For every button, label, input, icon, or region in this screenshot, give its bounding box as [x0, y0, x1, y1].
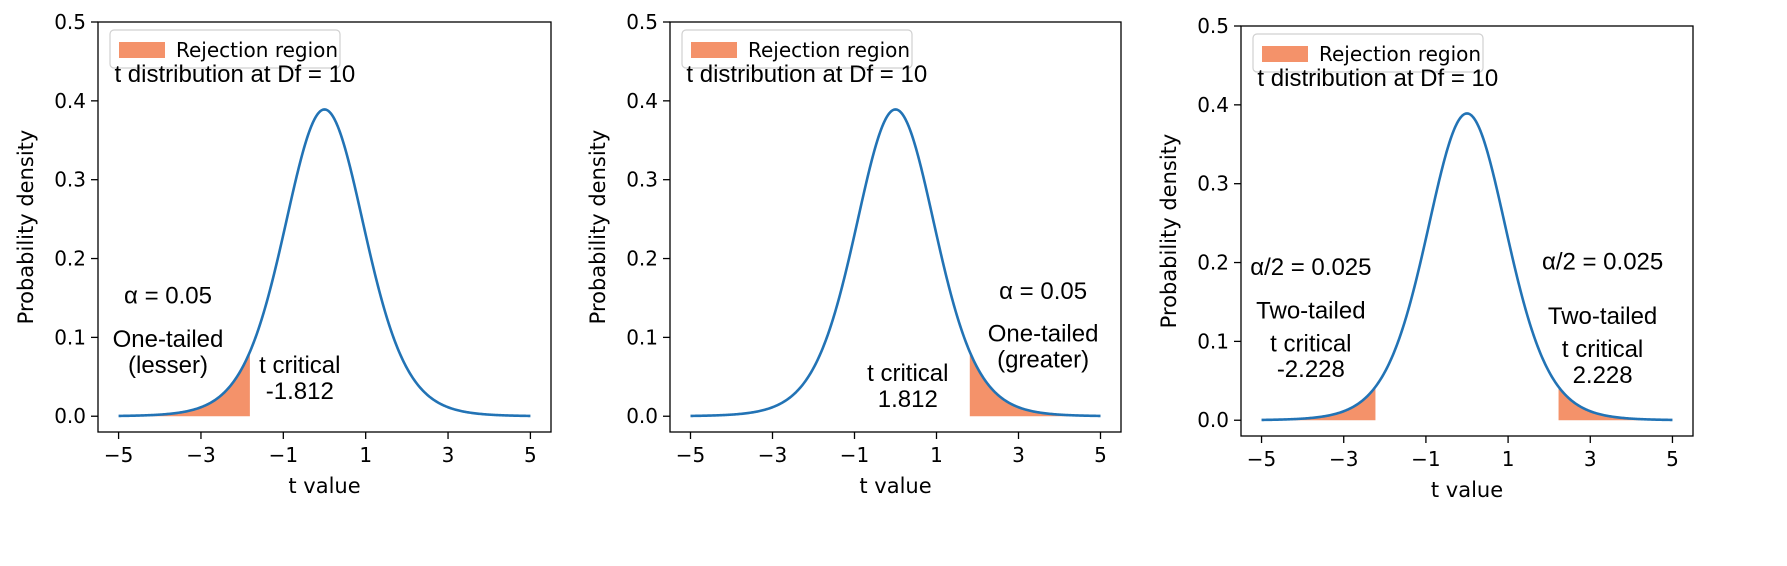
- y-tick-label: 0.3: [54, 168, 86, 192]
- annotation-text: One-tailed: [988, 320, 1099, 347]
- y-axis-label: Probability density: [586, 130, 610, 325]
- axes-frame: [97, 21, 552, 433]
- rejection-region-area: [1558, 386, 1673, 421]
- legend-swatch: [691, 42, 737, 58]
- y-tick-label: 0.3: [1197, 172, 1229, 196]
- annotation-text: t critical: [867, 360, 948, 387]
- y-tick-label: 0.1: [54, 325, 86, 349]
- x-tick-label: −3: [758, 443, 787, 467]
- chart-subtitle-annotation: t distribution at Df = 10: [686, 61, 927, 88]
- y-tick-label: 0.1: [1197, 329, 1229, 353]
- annotation-text: One-tailed: [113, 326, 224, 353]
- x-tick-label: 3: [1584, 447, 1597, 471]
- annotation-text: Two-tailed: [1256, 298, 1365, 325]
- density-curve: [118, 108, 531, 418]
- density-curve: [1261, 112, 1673, 422]
- y-tick-label: 0.1: [626, 325, 658, 349]
- x-tick-label: 5: [1094, 443, 1107, 467]
- y-tick-label: 0.5: [1197, 14, 1229, 38]
- rejection-region-area: [1261, 386, 1376, 421]
- annotation-text: 1.812: [878, 386, 938, 413]
- annotation-text: t critical: [1270, 331, 1351, 358]
- annotation-text: t critical: [1562, 336, 1643, 363]
- annotation-text: -2.228: [1277, 356, 1345, 383]
- y-tick-label: 0.0: [1197, 408, 1229, 432]
- x-tick-label: −3: [1329, 447, 1358, 471]
- x-tick-label: 5: [524, 443, 537, 467]
- x-axis-label: t value: [288, 474, 360, 498]
- annotation-text: 2.228: [1573, 362, 1633, 389]
- legend-label: Rejection region: [1319, 42, 1481, 66]
- legend-label: Rejection region: [176, 38, 338, 62]
- y-tick-label: 0.5: [54, 10, 86, 34]
- x-tick-label: 5: [1666, 447, 1679, 471]
- x-tick-label: −5: [1247, 447, 1276, 471]
- chart-panel-2: −5 −3 −1 1 3 5 0.0 0.1 0.2 0.3 0.4 0.5 t value Probab…: [586, 10, 1122, 498]
- x-tick-label: 1: [1502, 447, 1515, 471]
- annotation-text: t critical: [259, 352, 340, 379]
- annotation-text: -1.812: [266, 378, 334, 405]
- annotation-text: α = 0.05: [124, 282, 212, 309]
- y-tick-label: 0.2: [626, 247, 658, 271]
- axes-frame: [1240, 25, 1694, 437]
- y-tick-label: 0.4: [1197, 93, 1229, 117]
- chart-panel-3: −5 −3 −1 1 3 5 0.0 0.1 0.2 0.3 0.4 0.5 t value Probab…: [1157, 14, 1694, 502]
- annotation-text: α = 0.05: [999, 278, 1087, 305]
- x-tick-label: −1: [1411, 447, 1440, 471]
- legend-box: [681, 29, 913, 69]
- x-tick-label: −1: [269, 443, 298, 467]
- y-axis-label: Probability density: [1157, 134, 1181, 329]
- x-tick-label: 3: [442, 443, 455, 467]
- annotation-text: (greater): [997, 346, 1089, 373]
- x-tick-label: 3: [1012, 443, 1025, 467]
- annotation-text: α/2 = 0.025: [1542, 249, 1663, 276]
- annotation-text: α/2 = 0.025: [1250, 254, 1371, 281]
- y-tick-label: 0.4: [626, 89, 658, 113]
- y-tick-label: 0.0: [54, 404, 86, 428]
- x-tick-label: −5: [104, 443, 133, 467]
- legend-swatch: [119, 42, 165, 58]
- x-tick-label: −1: [840, 443, 869, 467]
- x-tick-label: −3: [186, 443, 215, 467]
- annotation-text: (lesser): [128, 352, 208, 379]
- y-tick-label: 0.2: [1197, 251, 1229, 275]
- y-tick-label: 0.5: [626, 10, 658, 34]
- chart-subtitle-annotation: t distribution at Df = 10: [114, 61, 355, 88]
- chart-subtitle-annotation: t distribution at Df = 10: [1257, 65, 1498, 92]
- y-axis-label: Probability density: [14, 130, 38, 325]
- x-tick-label: −5: [676, 443, 705, 467]
- legend-swatch: [1262, 46, 1308, 62]
- legend-label: Rejection region: [748, 38, 910, 62]
- x-tick-label: 1: [359, 443, 372, 467]
- annotation-text: Two-tailed: [1548, 303, 1657, 330]
- legend-box: [109, 29, 341, 69]
- x-axis-label: t value: [1431, 478, 1503, 502]
- y-tick-label: 0.0: [626, 404, 658, 428]
- axes-frame: [669, 21, 1122, 433]
- y-tick-label: 0.3: [626, 168, 658, 192]
- y-tick-label: 0.4: [54, 89, 86, 113]
- x-tick-label: 1: [930, 443, 943, 467]
- x-axis-label: t value: [859, 474, 931, 498]
- density-curve: [690, 108, 1101, 418]
- y-tick-label: 0.2: [54, 247, 86, 271]
- legend-box: [1252, 33, 1484, 73]
- chart-panel-1: −5 −3 −1 1 3 5 0.0 0.1 0.2 0.3 0.4 0.5 t value Probab…: [14, 10, 552, 498]
